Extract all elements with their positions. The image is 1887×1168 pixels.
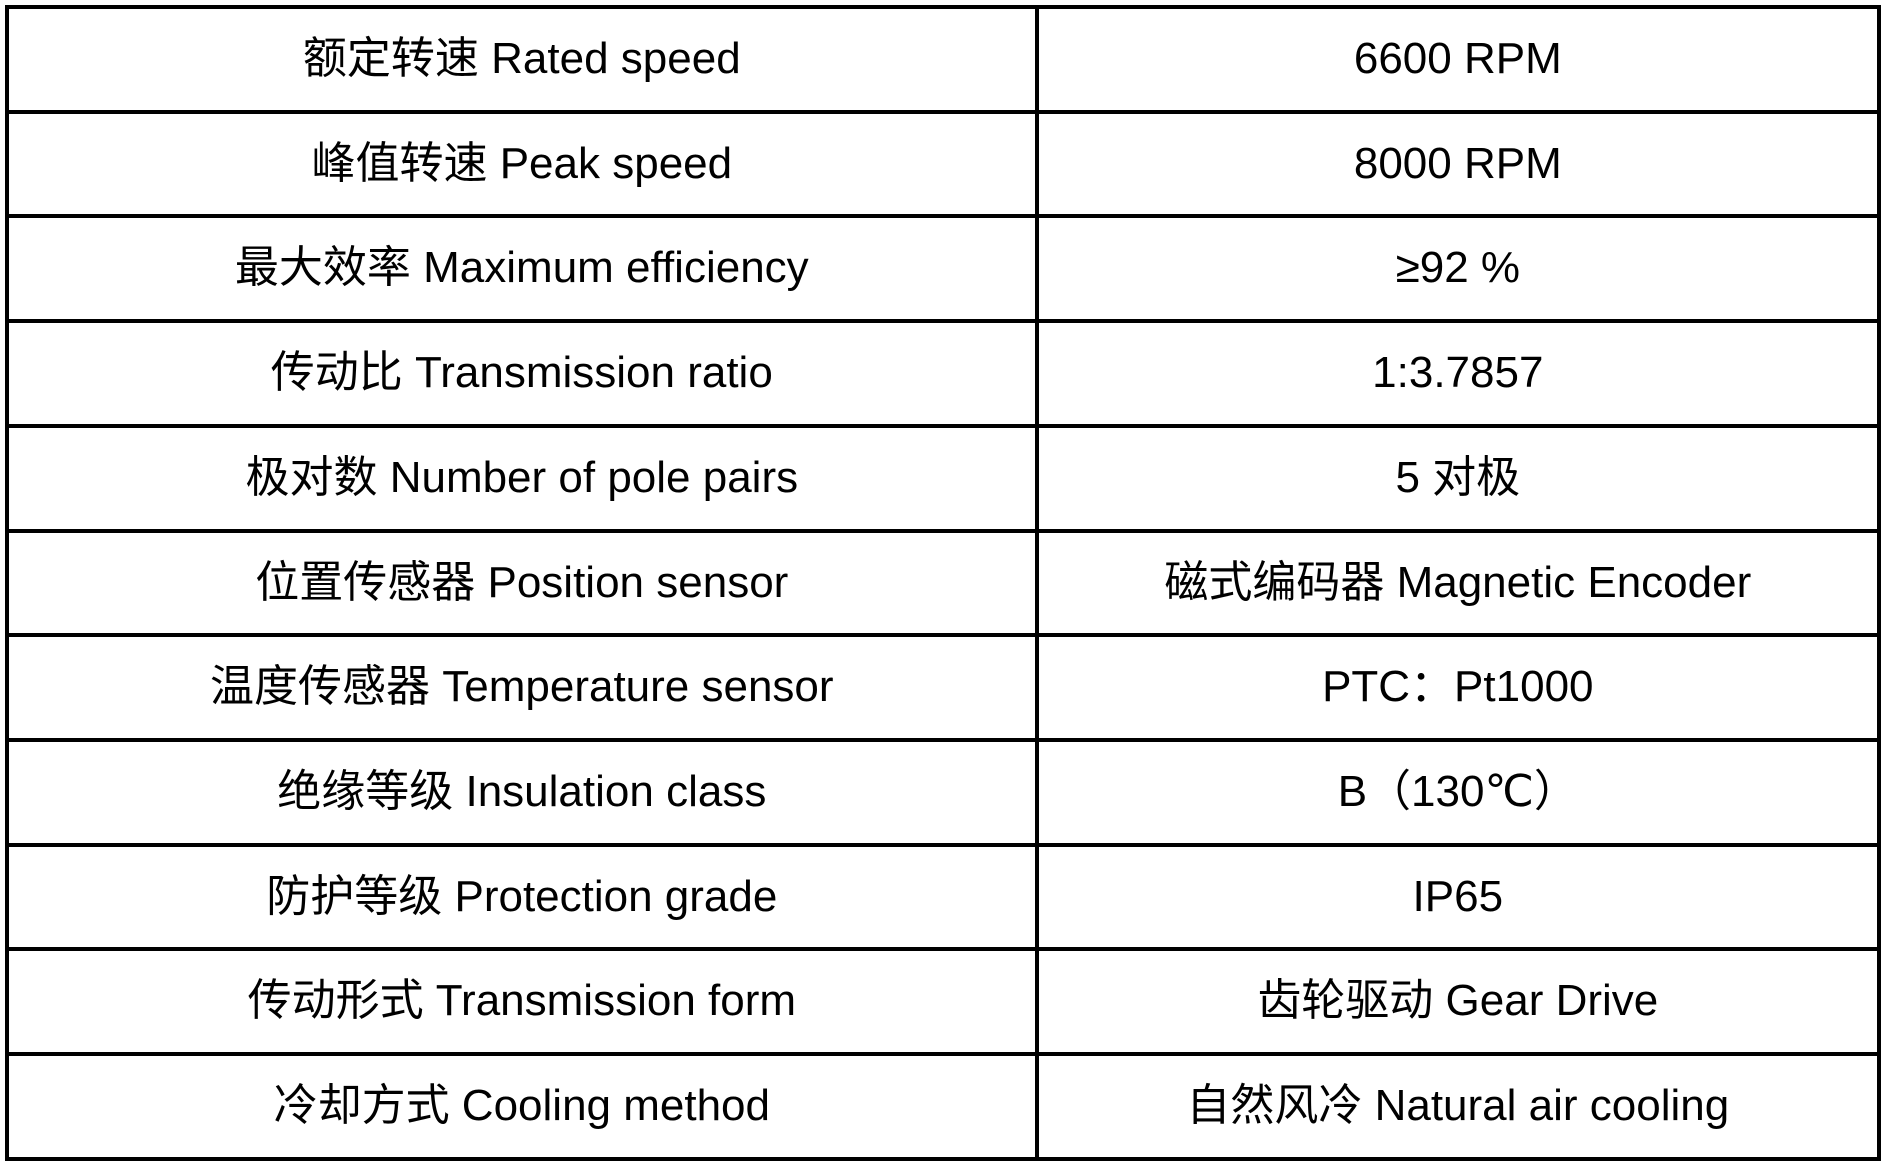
spec-label-cell: 极对数 Number of pole pairs bbox=[5, 423, 1039, 533]
table-row: 冷却方式 Cooling method 自然风冷 Natural air coo… bbox=[5, 1052, 1882, 1161]
spec-table: 额定转速 Rated speed 6600 RPM 峰值转速 Peak spee… bbox=[5, 5, 1882, 1161]
table-row: 传动比 Transmission ratio 1:3.7857 bbox=[5, 319, 1882, 428]
spec-label-cell: 最大效率 Maximum efficiency bbox=[5, 214, 1039, 324]
spec-value-cell: PTC：Pt1000 bbox=[1034, 633, 1882, 743]
spec-label-cell: 峰值转速 Peak speed bbox=[5, 109, 1039, 219]
spec-value-cell: ≥92 % bbox=[1034, 214, 1882, 324]
spec-label-cell: 传动比 Transmission ratio bbox=[5, 319, 1039, 428]
table-row: 位置传感器 Position sensor 磁式编码器 Magnetic Enc… bbox=[5, 528, 1882, 638]
spec-label-cell: 温度传感器 Temperature sensor bbox=[5, 633, 1039, 743]
spec-value-cell: 5 对极 bbox=[1034, 423, 1882, 533]
spec-label-cell: 额定转速 Rated speed bbox=[5, 5, 1039, 114]
table-row: 防护等级 Protection grade IP65 bbox=[5, 842, 1882, 952]
spec-value-cell: 自然风冷 Natural air cooling bbox=[1034, 1052, 1882, 1161]
spec-value-cell: 磁式编码器 Magnetic Encoder bbox=[1034, 528, 1882, 638]
spec-value-cell: B（130℃） bbox=[1034, 738, 1882, 847]
table-row: 极对数 Number of pole pairs 5 对极 bbox=[5, 423, 1882, 533]
spec-label-cell: 冷却方式 Cooling method bbox=[5, 1052, 1039, 1161]
table-row: 绝缘等级 Insulation class B（130℃） bbox=[5, 738, 1882, 847]
spec-label-cell: 防护等级 Protection grade bbox=[5, 842, 1039, 952]
spec-value-cell: 1:3.7857 bbox=[1034, 319, 1882, 428]
spec-label-cell: 传动形式 Transmission form bbox=[5, 947, 1039, 1057]
table-row: 传动形式 Transmission form 齿轮驱动 Gear Drive bbox=[5, 947, 1882, 1057]
spec-value-cell: 齿轮驱动 Gear Drive bbox=[1034, 947, 1882, 1057]
table-row: 温度传感器 Temperature sensor PTC：Pt1000 bbox=[5, 633, 1882, 743]
spec-label-cell: 位置传感器 Position sensor bbox=[5, 528, 1039, 638]
spec-value-cell: IP65 bbox=[1034, 842, 1882, 952]
table-row: 额定转速 Rated speed 6600 RPM bbox=[5, 5, 1882, 114]
table-row: 峰值转速 Peak speed 8000 RPM bbox=[5, 109, 1882, 219]
spec-value-cell: 6600 RPM bbox=[1034, 5, 1882, 114]
spec-label-cell: 绝缘等级 Insulation class bbox=[5, 738, 1039, 847]
spec-value-cell: 8000 RPM bbox=[1034, 109, 1882, 219]
table-row: 最大效率 Maximum efficiency ≥92 % bbox=[5, 214, 1882, 324]
spec-table-body: 额定转速 Rated speed 6600 RPM 峰值转速 Peak spee… bbox=[5, 5, 1882, 1161]
